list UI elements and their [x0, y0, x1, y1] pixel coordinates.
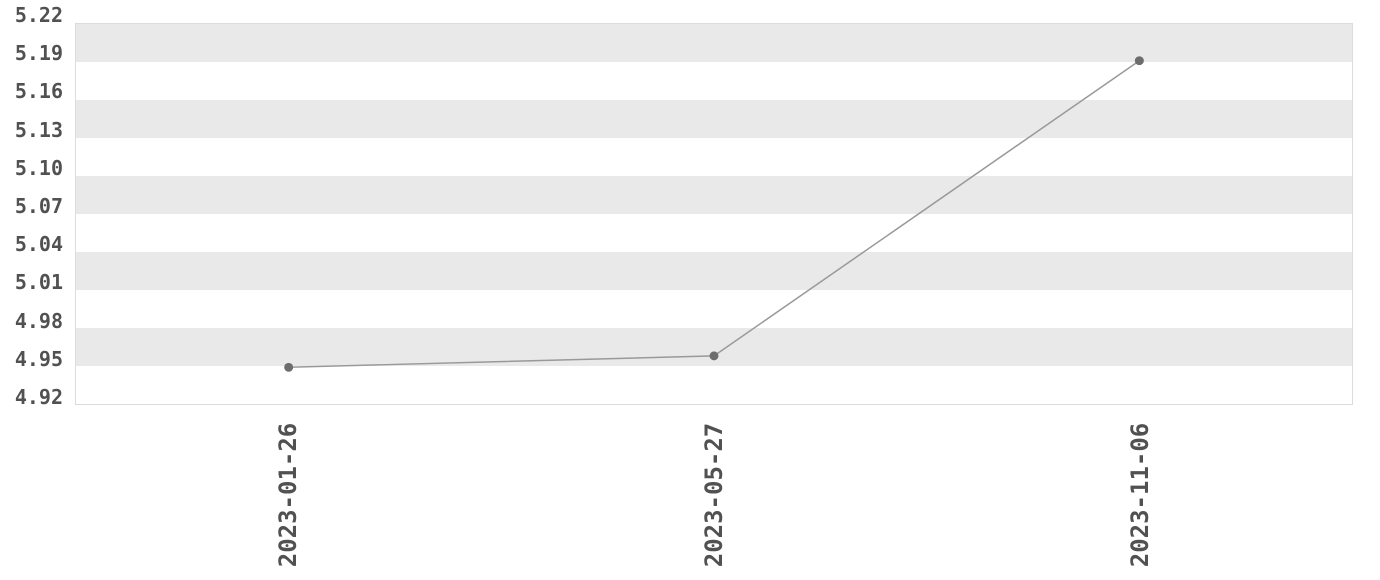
line-series: [284, 56, 1144, 372]
grid-band: [76, 62, 1352, 100]
y-tick-label: 5.07: [14, 194, 63, 218]
y-tick-label: 5.16: [14, 79, 63, 104]
grid-band: [76, 214, 1352, 252]
grid-band: [76, 366, 1352, 404]
grid-band: [76, 138, 1352, 176]
y-tick-label: 5.04: [14, 232, 63, 257]
y-tick-label: 5.13: [14, 117, 63, 142]
x-tick-label: 2023-01-26: [274, 422, 302, 568]
grid-band: [76, 176, 1352, 214]
grid-band: [76, 252, 1352, 290]
y-tick-label: 5.22: [14, 3, 63, 27]
x-tick-label: 2023-05-27: [700, 422, 728, 568]
data-point-marker: [284, 362, 294, 372]
y-tick-label: 5.19: [14, 41, 63, 66]
y-tick-label: 5.01: [14, 270, 63, 295]
plot-area: [75, 23, 1353, 405]
y-tick-label: 5.10: [14, 155, 63, 180]
series-line: [288, 60, 1140, 369]
grid-band: [76, 24, 1352, 62]
grid-band: [76, 290, 1352, 328]
x-tick-label: 2023-11-06: [1126, 422, 1154, 568]
grid-band: [76, 100, 1352, 138]
plot-bands: [76, 24, 1352, 404]
y-tick-label: 4.95: [14, 346, 63, 371]
data-point-marker: [1134, 56, 1144, 66]
y-axis: 5.22 5.19 5.16 5.13 5.10 5.07 5.04 5.01 4.98 4.95…: [0, 0, 63, 580]
data-point-marker: [709, 351, 719, 361]
y-tick-label: 4.98: [14, 308, 63, 333]
y-tick-label: 4.92: [14, 385, 63, 409]
